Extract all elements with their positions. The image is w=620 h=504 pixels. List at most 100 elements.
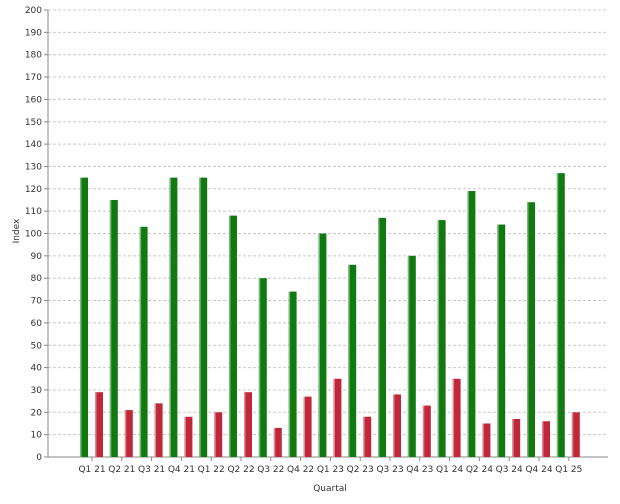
bar-highlight xyxy=(139,226,142,457)
y-tick-label: 60 xyxy=(31,319,43,329)
x-tick-label: Q2 22 xyxy=(227,465,254,475)
bar-red xyxy=(482,423,491,457)
bar-green xyxy=(348,264,357,457)
bar-highlight xyxy=(184,416,186,457)
bar-highlight xyxy=(482,423,484,457)
bar-highlight xyxy=(214,412,216,457)
bar-green xyxy=(229,215,237,457)
bar-green xyxy=(109,199,118,457)
bar-highlight xyxy=(556,173,559,457)
y-tick-label: 180 xyxy=(25,51,42,61)
y-tick-label: 160 xyxy=(25,95,42,105)
bar-highlight xyxy=(571,412,574,457)
bar-highlight xyxy=(422,405,425,457)
bar-highlight xyxy=(542,421,544,457)
y-tick-label: 40 xyxy=(31,364,43,374)
bars xyxy=(80,173,580,457)
x-tick-label: Q2 24 xyxy=(466,465,493,475)
bar-highlight xyxy=(527,202,529,457)
y-tick-label: 100 xyxy=(25,230,42,240)
x-tick-label: Q3 21 xyxy=(138,465,165,475)
bar-highlight xyxy=(407,255,410,457)
bar-green xyxy=(258,278,267,457)
bar-red xyxy=(214,412,223,457)
bar-highlight xyxy=(244,392,246,457)
bar-highlight xyxy=(303,396,306,457)
tick-labels: 0 10 20 30 40 50 60 70 80 90 100 110 120 130 140 150 160… xyxy=(25,6,583,475)
bar-red xyxy=(422,405,431,457)
bar-highlight xyxy=(169,177,171,457)
bar-red xyxy=(124,410,133,457)
x-tick-label: Q4 23 xyxy=(406,465,433,475)
bar-green xyxy=(407,255,416,457)
bar-red xyxy=(542,421,550,457)
bar-highlight xyxy=(348,264,350,457)
y-tick-label: 90 xyxy=(31,252,43,262)
y-tick-label: 150 xyxy=(25,118,42,128)
bar-red xyxy=(393,394,401,457)
y-tick-label: 20 xyxy=(31,408,43,418)
bar-highlight xyxy=(378,217,380,457)
bar-green xyxy=(199,177,208,457)
bar-highlight xyxy=(95,392,97,457)
bar-green xyxy=(139,226,148,457)
bar-green xyxy=(80,177,88,457)
gridlines xyxy=(48,9,608,436)
bar-highlight xyxy=(80,177,82,457)
bar-green xyxy=(288,291,297,457)
bar-green xyxy=(437,220,446,457)
y-tick-label: 80 xyxy=(31,274,43,284)
bar-red xyxy=(303,396,312,457)
x-tick-label: Q3 22 xyxy=(257,465,284,475)
x-tick-label: Q3 24 xyxy=(496,465,523,475)
y-tick-label: 140 xyxy=(25,140,42,150)
y-tick-label: 120 xyxy=(25,185,42,195)
bar-highlight xyxy=(512,419,514,457)
bar-highlight xyxy=(199,177,201,457)
x-tick-label: Q2 21 xyxy=(108,465,135,475)
y-tick-label: 50 xyxy=(31,341,43,351)
x-tick-label: Q1 21 xyxy=(78,465,105,475)
x-tick-label: Q2 23 xyxy=(347,465,374,475)
bar-red xyxy=(452,378,461,457)
y-tick-label: 170 xyxy=(25,73,42,83)
bar-highlight xyxy=(467,191,469,457)
bar-red xyxy=(333,378,342,457)
bar-red xyxy=(244,392,252,457)
bar-highlight xyxy=(318,233,320,457)
x-tick-label: Q1 23 xyxy=(317,465,344,475)
x-tick-label: Q1 25 xyxy=(555,465,582,475)
bar-red xyxy=(512,419,521,457)
y-tick-label: 30 xyxy=(31,386,43,396)
bar-green xyxy=(467,191,476,457)
bar-highlight xyxy=(333,378,335,457)
y-tick-label: 190 xyxy=(25,28,42,38)
y-axis-label: Index xyxy=(12,218,22,243)
x-tick-label: Q4 24 xyxy=(525,465,552,475)
bar-highlight xyxy=(288,291,291,457)
y-tick-label: 10 xyxy=(31,431,43,441)
bar-highlight xyxy=(393,394,395,457)
bar-highlight xyxy=(258,278,261,457)
bar-green xyxy=(378,217,386,457)
bar-highlight xyxy=(124,410,127,457)
bar-green xyxy=(169,177,178,457)
bar-red xyxy=(273,427,282,457)
bar-highlight xyxy=(109,199,112,457)
bar-red xyxy=(95,392,103,457)
x-tick-label: Q1 24 xyxy=(436,465,463,475)
bar-green xyxy=(318,233,327,457)
bar-red xyxy=(184,416,193,457)
bar-green xyxy=(556,173,565,457)
bar-red xyxy=(154,403,163,457)
bar-highlight xyxy=(273,427,276,457)
x-tick-label: Q4 21 xyxy=(168,465,195,475)
bar-red xyxy=(571,412,580,457)
y-tick-label: 110 xyxy=(25,207,42,217)
x-axis-label: Quartal xyxy=(313,484,347,494)
bar-green xyxy=(527,202,535,457)
x-tick-label: Q1 22 xyxy=(198,465,225,475)
bar-highlight xyxy=(437,220,440,457)
